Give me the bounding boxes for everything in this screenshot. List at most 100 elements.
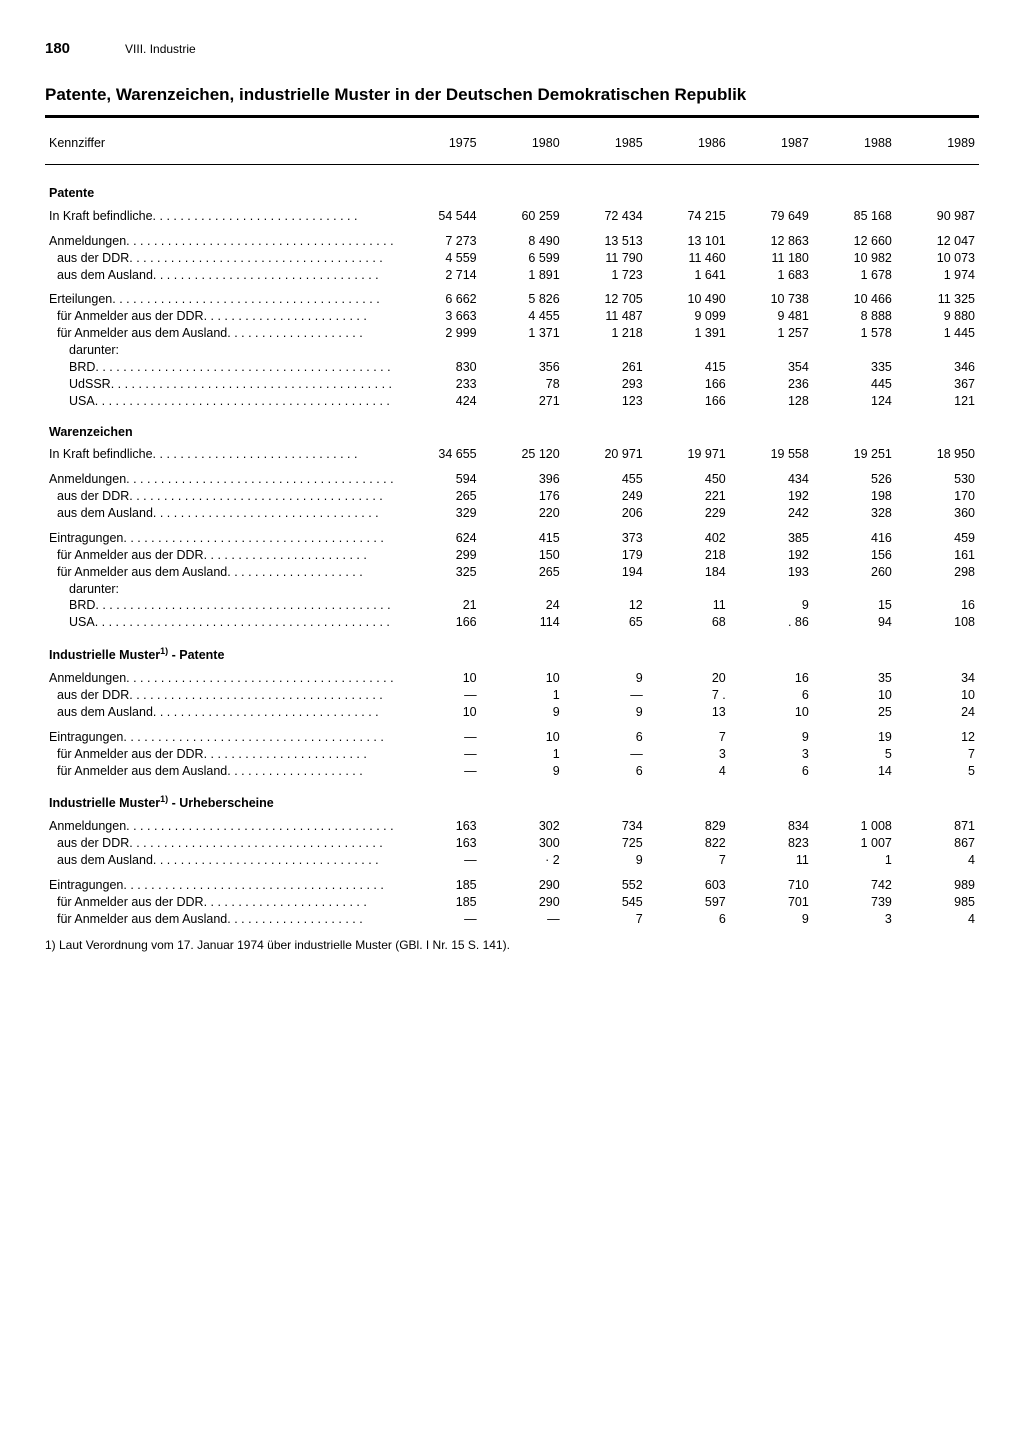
data-cell: 192 <box>730 488 813 505</box>
data-cell: 16 <box>896 597 979 614</box>
data-cell: 10 <box>481 670 564 687</box>
data-cell: 1 391 <box>647 325 730 342</box>
data-cell: — <box>398 763 481 780</box>
data-cell: 163 <box>398 835 481 852</box>
data-cell: · 2 <box>481 852 564 869</box>
data-cell: 176 <box>481 488 564 505</box>
data-cell: 829 <box>647 818 730 835</box>
data-cell: 424 <box>398 393 481 410</box>
data-cell: 1 723 <box>564 267 647 284</box>
data-cell: — <box>398 729 481 746</box>
table-row: UdSSR . . . . . . . . . . . . . . . . . … <box>45 376 979 393</box>
data-cell: 229 <box>647 505 730 522</box>
data-cell: 10 <box>481 729 564 746</box>
data-cell: 725 <box>564 835 647 852</box>
table-row: BRD . . . . . . . . . . . . . . . . . . … <box>45 597 979 614</box>
data-cell: 459 <box>896 530 979 547</box>
data-cell: 11 325 <box>896 291 979 308</box>
data-cell <box>896 581 979 598</box>
table-row: aus der DDR . . . . . . . . . . . . . . … <box>45 488 979 505</box>
section-header: Patente <box>45 171 979 208</box>
data-cell: 1 678 <box>813 267 896 284</box>
data-cell: 989 <box>896 877 979 894</box>
data-cell: 822 <box>647 835 730 852</box>
data-cell: 11 487 <box>564 308 647 325</box>
data-cell: 34 655 <box>398 446 481 463</box>
data-cell: 123 <box>564 393 647 410</box>
data-cell: 3 <box>647 746 730 763</box>
data-cell: 19 251 <box>813 446 896 463</box>
data-cell: 9 <box>730 911 813 928</box>
data-cell: 12 <box>564 597 647 614</box>
data-cell: 450 <box>647 471 730 488</box>
data-cell: 3 663 <box>398 308 481 325</box>
data-cell: 290 <box>481 894 564 911</box>
data-cell: 166 <box>398 614 481 631</box>
data-cell: 1 <box>481 746 564 763</box>
page-title: Patente, Warenzeichen, industrielle Must… <box>45 85 979 105</box>
data-cell: 54 544 <box>398 208 481 225</box>
data-cell: 739 <box>813 894 896 911</box>
column-header-year: 1980 <box>481 132 564 154</box>
data-cell: — <box>481 911 564 928</box>
data-cell: 445 <box>813 376 896 393</box>
row-label: aus dem Ausland . . . . . . . . . . . . … <box>45 267 398 284</box>
table-row: aus dem Ausland . . . . . . . . . . . . … <box>45 704 979 721</box>
data-cell: 545 <box>564 894 647 911</box>
row-label: aus dem Ausland . . . . . . . . . . . . … <box>45 852 398 869</box>
data-cell: 114 <box>481 614 564 631</box>
data-cell: 9 099 <box>647 308 730 325</box>
data-cell: 11 460 <box>647 250 730 267</box>
table-row: für Anmelder aus dem Ausland . . . . . .… <box>45 325 979 342</box>
table-row: darunter: <box>45 342 979 359</box>
table-row: aus der DDR . . . . . . . . . . . . . . … <box>45 250 979 267</box>
data-cell: 15 <box>813 597 896 614</box>
data-cell: 360 <box>896 505 979 522</box>
row-label: aus der DDR . . . . . . . . . . . . . . … <box>45 488 398 505</box>
section-header: Industrielle Muster1) - Patente <box>45 631 979 670</box>
table-row: für Anmelder aus der DDR . . . . . . . .… <box>45 894 979 911</box>
data-cell: 78 <box>481 376 564 393</box>
data-cell: 415 <box>481 530 564 547</box>
data-cell: — <box>398 687 481 704</box>
data-cell: 94 <box>813 614 896 631</box>
data-cell: 9 <box>564 670 647 687</box>
data-cell: 10 982 <box>813 250 896 267</box>
data-cell: 4 455 <box>481 308 564 325</box>
section-header: Warenzeichen <box>45 410 979 447</box>
data-cell: 74 215 <box>647 208 730 225</box>
row-label: UdSSR . . . . . . . . . . . . . . . . . … <box>45 376 398 393</box>
data-cell: 236 <box>730 376 813 393</box>
row-label: für Anmelder aus dem Ausland . . . . . .… <box>45 564 398 581</box>
data-cell: 72 434 <box>564 208 647 225</box>
data-cell: 21 <box>398 597 481 614</box>
data-cell: 1 218 <box>564 325 647 342</box>
data-cell: 434 <box>730 471 813 488</box>
data-cell: 4 <box>896 911 979 928</box>
column-header-year: 1989 <box>896 132 979 154</box>
table-row: für Anmelder aus der DDR . . . . . . . .… <box>45 308 979 325</box>
data-cell: 1 641 <box>647 267 730 284</box>
data-cell: 108 <box>896 614 979 631</box>
table-row: Eintragungen . . . . . . . . . . . . . .… <box>45 530 979 547</box>
data-cell: 552 <box>564 877 647 894</box>
data-cell: 373 <box>564 530 647 547</box>
data-cell: 7 <box>647 852 730 869</box>
data-cell: 830 <box>398 359 481 376</box>
data-cell: 20 <box>647 670 730 687</box>
section-header: Industrielle Muster1) - Urheberscheine <box>45 779 979 818</box>
data-cell: 16 <box>730 670 813 687</box>
data-cell: 354 <box>730 359 813 376</box>
data-cell: 1 007 <box>813 835 896 852</box>
data-cell: 5 <box>896 763 979 780</box>
data-cell: 13 513 <box>564 233 647 250</box>
data-cell: 1 <box>481 687 564 704</box>
data-cell: 10 466 <box>813 291 896 308</box>
column-header-year: 1986 <box>647 132 730 154</box>
data-cell: 185 <box>398 894 481 911</box>
data-cell: 19 971 <box>647 446 730 463</box>
data-cell: 163 <box>398 818 481 835</box>
data-cell: 7 273 <box>398 233 481 250</box>
data-cell: 185 <box>398 877 481 894</box>
data-cell: 5 826 <box>481 291 564 308</box>
